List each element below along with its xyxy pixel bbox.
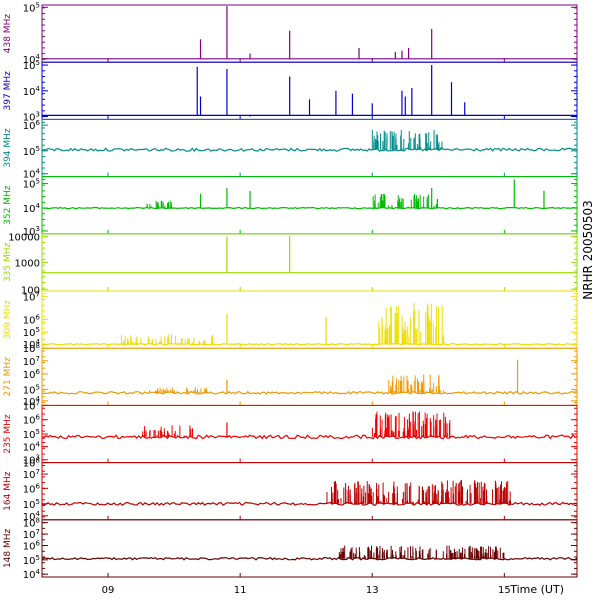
y-tick-label: 108 [23,457,40,470]
y-tick-label: 107 [23,468,40,481]
series-label: 148 MHz [3,528,13,568]
y-tick-label: 106 [23,368,41,381]
panel-394-mhz: 104 105 106 394 MHz [3,118,578,181]
y-tick-label: 106 [23,119,41,132]
x-tick-label: 09 [102,585,115,596]
y-tick-label: 105 [23,1,40,14]
y-tick-label: 104 [23,441,41,454]
x-tick-label: 13 [366,585,379,596]
y-tick-label: 106 [23,540,41,553]
series-label: 164 MHz [3,471,13,511]
panel-frame [41,4,578,63]
y-tick-label: 104 [23,568,41,581]
series-label: 438 MHz [3,14,13,54]
series-label: 397 MHz [3,71,13,111]
series-trace [42,390,578,395]
x-tick-label: 11 [234,585,247,596]
y-tick-label: 107 [23,528,40,541]
y-tick-label: 107 [23,291,40,304]
series-label: 309 MHz [3,300,13,340]
series-label: 335 MHz [3,242,13,282]
panel-frame [41,347,578,406]
series-trace [41,434,578,440]
series-label: 235 MHz [3,414,13,454]
series-trace [42,342,578,346]
y-tick-label: 104 [23,168,41,181]
series-trace [41,556,578,561]
panel-frame [41,519,578,578]
panel-352-mhz: 103 104 105 352 MHz [3,176,578,238]
y-tick-label: 104 [23,395,41,408]
series-label: 394 MHz [3,128,13,168]
y-tick-label: 100 [21,285,40,296]
y-tick-label: 107 [23,399,40,412]
panel-frame [41,118,578,178]
y-tick-label: 104 [23,85,41,98]
panel-438-mhz: 104 105 438 MHz [3,1,578,66]
y-tick-label: 104 [23,53,41,66]
y-tick-label: 105 [23,498,40,511]
panel-frame [41,233,578,292]
y-tick-label: 106 [23,314,41,327]
y-tick-label: 105 [23,177,40,190]
panel-frame [41,404,578,464]
y-tick-label: 10000 [8,233,40,244]
y-tick-label: 104 [23,338,41,351]
panel-frame [41,290,578,349]
x-axis-label: Time (UT) [509,583,564,596]
y-tick-label: 103 [23,454,40,467]
y-tick-label: 106 [23,482,41,495]
y-tick-label: 105 [23,428,40,441]
panel-frame [41,176,578,235]
y-tick-label: 105 [23,326,40,339]
y-tick-label: 106 [23,414,41,427]
y-tick-label: 108 [23,342,40,355]
y-tick-label: 105 [23,383,40,396]
y-tick-label: 103 [23,111,40,124]
y-tick-label: 104 [23,202,41,215]
series-trace [41,147,578,152]
y-tick-label: 107 [23,355,40,368]
series-label: 352 MHz [3,185,13,225]
panel-397-mhz: 103 104 105 397 MHz [3,59,578,124]
x-tick-label: 15 [498,585,511,596]
y-tick-label: 1000 [15,258,40,269]
y-tick-label: 103 [23,225,40,238]
y-tick-label: 105 [23,554,40,567]
y-tick-label: 108 [23,517,40,530]
y-tick-label: 105 [23,145,40,158]
chart-title: NRHR 20050503 [581,200,595,300]
y-tick-label: 105 [23,59,40,72]
series-label: 271 MHz [3,357,13,397]
y-tick-label: 104 [23,510,41,523]
series-trace [41,206,578,210]
